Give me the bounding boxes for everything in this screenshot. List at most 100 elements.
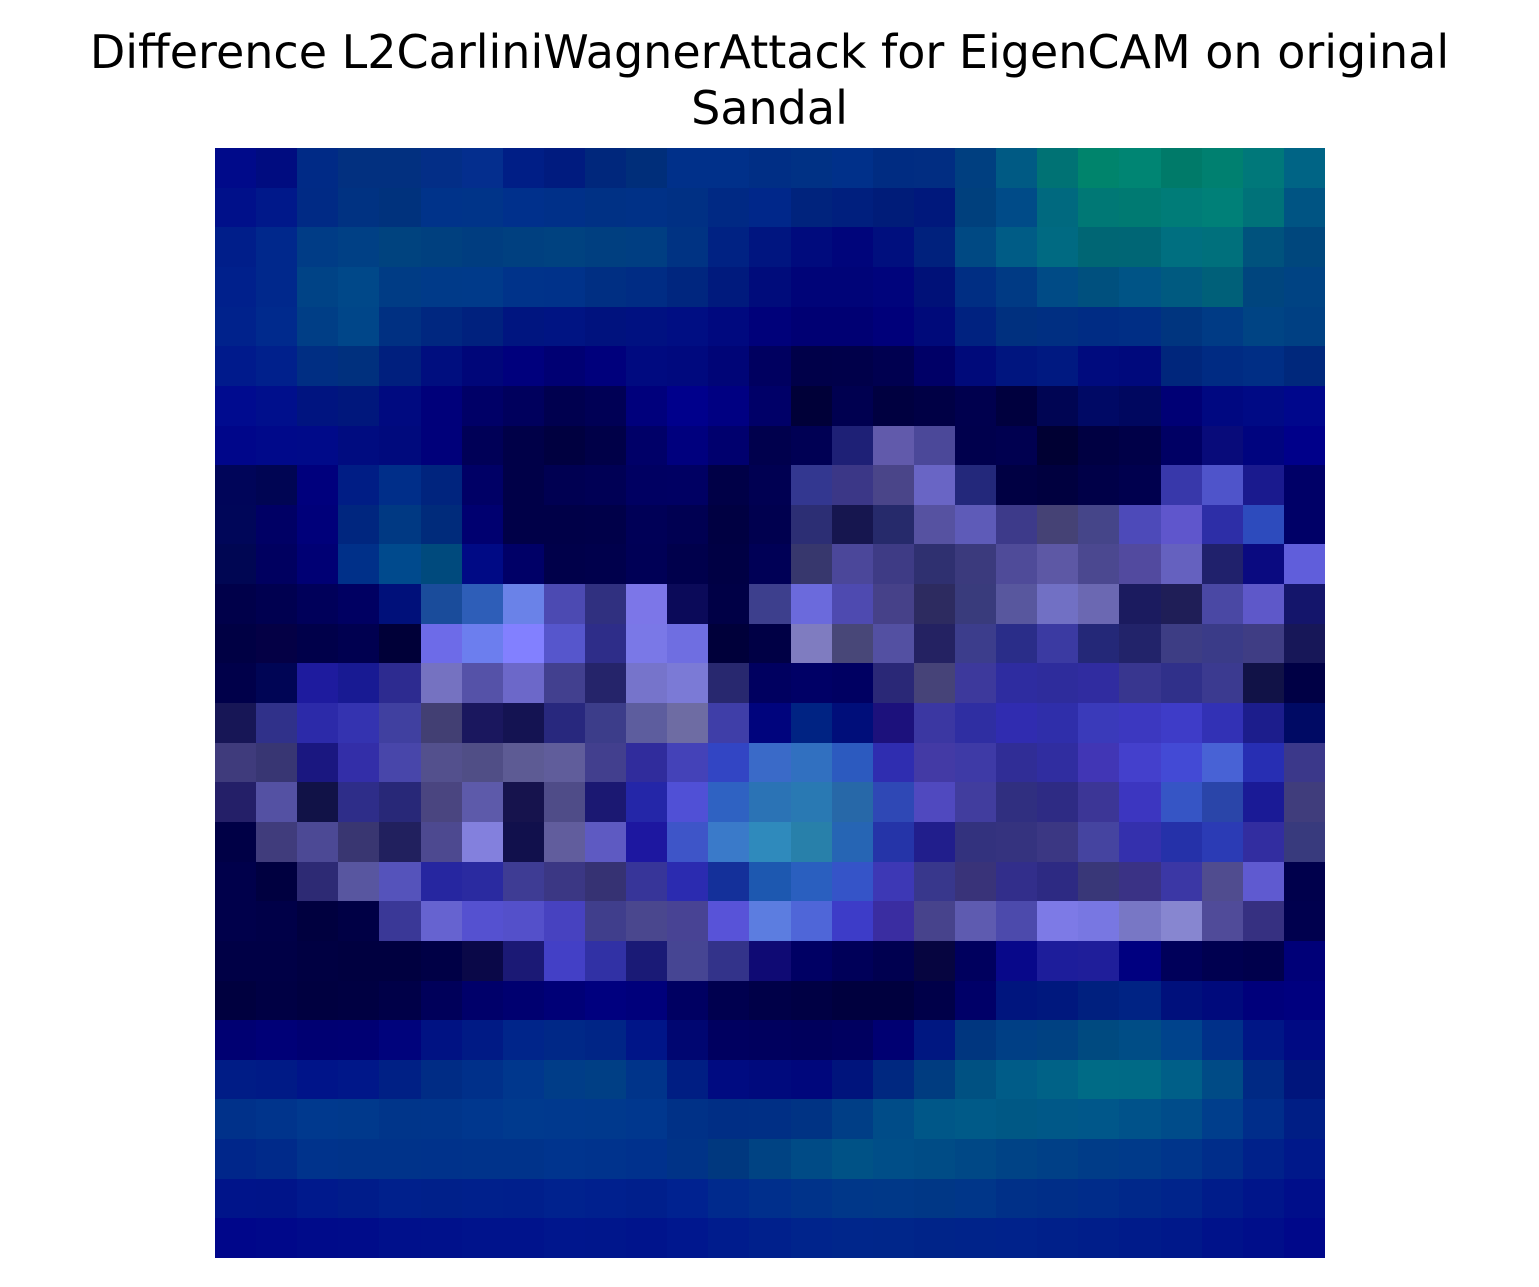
heatmap-cell-r9-c12 [708, 505, 749, 544]
heatmap-cell-r13-c23 [1161, 663, 1202, 703]
heatmap-cell-r12-c23 [1161, 624, 1202, 663]
heatmap-cell-r1-c5 [421, 188, 462, 227]
heatmap-cell-r22-c5 [421, 1020, 462, 1060]
heatmap-cell-r22-c11 [667, 1020, 708, 1060]
heatmap-cell-r4-c19 [996, 307, 1037, 346]
heatmap-cell-r26-c1 [256, 1179, 297, 1218]
heatmap-cell-r17-c12 [708, 822, 749, 862]
heatmap-cell-r22-c7 [503, 1020, 544, 1060]
heatmap-cell-r24-c5 [421, 1099, 462, 1139]
heatmap-cell-r4-c9 [585, 307, 626, 346]
heatmap-cell-r16-c15 [832, 782, 873, 822]
heatmap-cell-r4-c10 [626, 307, 667, 346]
heatmap-cell-r22-c21 [1078, 1020, 1119, 1060]
heatmap-cell-r17-c1 [256, 822, 297, 862]
heatmap-cell-r24-c21 [1078, 1099, 1119, 1139]
heatmap-cell-r1-c1 [256, 188, 297, 227]
heatmap-cell-r6-c15 [832, 386, 873, 426]
heatmap-cell-r1-c17 [914, 188, 955, 227]
heatmap-cell-r0-c18 [955, 148, 996, 188]
heatmap-cell-r14-c15 [832, 703, 873, 743]
heatmap-cell-r2-c6 [462, 227, 503, 267]
heatmap-cell-r13-c10 [626, 663, 667, 703]
heatmap-cell-r19-c8 [544, 901, 585, 941]
heatmap-cell-r0-c3 [338, 148, 379, 188]
heatmap-cell-r7-c3 [338, 426, 379, 465]
heatmap-cell-r2-c7 [503, 227, 544, 267]
heatmap-cell-r16-c19 [996, 782, 1037, 822]
heatmap-cell-r20-c19 [996, 941, 1037, 981]
heatmap-cell-r24-c0 [215, 1099, 256, 1139]
heatmap-cell-r26-c12 [708, 1179, 749, 1218]
heatmap-cell-r23-c22 [1119, 1060, 1161, 1099]
heatmap-cell-r1-c18 [955, 188, 996, 227]
heatmap-cell-r21-c3 [338, 981, 379, 1020]
heatmap-cell-r9-c5 [421, 505, 462, 544]
heatmap-cell-r11-c18 [955, 584, 996, 624]
heatmap-cell-r18-c22 [1119, 862, 1161, 901]
heatmap-cell-r7-c13 [749, 426, 791, 465]
heatmap-cell-r10-c18 [955, 544, 996, 584]
heatmap-cell-r19-c6 [462, 901, 503, 941]
heatmap-cell-r24-c24 [1202, 1099, 1243, 1139]
heatmap-cell-r12-c2 [297, 624, 338, 663]
heatmap-cell-r3-c19 [996, 267, 1037, 307]
heatmap-cell-r5-c12 [708, 346, 749, 386]
heatmap-cell-r21-c10 [626, 981, 667, 1020]
heatmap-cell-r20-c22 [1119, 941, 1161, 981]
heatmap-cell-r18-c17 [914, 862, 955, 901]
heatmap-cell-r24-c6 [462, 1099, 503, 1139]
heatmap-cell-r26-c25 [1243, 1179, 1284, 1218]
heatmap-cell-r21-c13 [749, 981, 791, 1020]
heatmap-cell-r1-c7 [503, 188, 544, 227]
heatmap-cell-r15-c0 [215, 743, 256, 782]
heatmap-cell-r11-c12 [708, 584, 749, 624]
heatmap-cell-r25-c17 [914, 1139, 955, 1179]
heatmap-cell-r24-c10 [626, 1099, 667, 1139]
heatmap-cell-r22-c17 [914, 1020, 955, 1060]
heatmap-cell-r22-c9 [585, 1020, 626, 1060]
heatmap-cell-r14-c26 [1284, 703, 1325, 743]
heatmap-cell-r6-c0 [215, 386, 256, 426]
heatmap-cell-r7-c20 [1037, 426, 1078, 465]
heatmap-cell-r0-c5 [421, 148, 462, 188]
heatmap-cell-r24-c25 [1243, 1099, 1284, 1139]
heatmap-cell-r2-c5 [421, 227, 462, 267]
heatmap-cell-r19-c9 [585, 901, 626, 941]
heatmap-cell-r27-c10 [626, 1218, 667, 1258]
heatmap-cell-r10-c20 [1037, 544, 1078, 584]
heatmap-cell-r14-c21 [1078, 703, 1119, 743]
heatmap-cell-r26-c4 [379, 1179, 421, 1218]
heatmap-cell-r4-c1 [256, 307, 297, 346]
heatmap-cell-r17-c14 [791, 822, 832, 862]
heatmap-cell-r21-c14 [791, 981, 832, 1020]
heatmap-cell-r19-c12 [708, 901, 749, 941]
heatmap-cell-r5-c15 [832, 346, 873, 386]
heatmap-cell-r11-c21 [1078, 584, 1119, 624]
heatmap-cell-r2-c2 [297, 227, 338, 267]
heatmap-cell-r3-c10 [626, 267, 667, 307]
heatmap-cell-r8-c7 [503, 465, 544, 505]
heatmap-cell-r17-c13 [749, 822, 791, 862]
heatmap-cell-r12-c19 [996, 624, 1037, 663]
heatmap-cell-r20-c13 [749, 941, 791, 981]
heatmap-cell-r2-c17 [914, 227, 955, 267]
heatmap-cell-r13-c18 [955, 663, 996, 703]
heatmap-cell-r15-c11 [667, 743, 708, 782]
heatmap-cell-r25-c12 [708, 1139, 749, 1179]
heatmap-cell-r1-c9 [585, 188, 626, 227]
heatmap-cell-r12-c13 [749, 624, 791, 663]
heatmap-cell-r3-c14 [791, 267, 832, 307]
heatmap-cell-r6-c16 [873, 386, 914, 426]
heatmap-cell-r27-c3 [338, 1218, 379, 1258]
heatmap-cell-r16-c5 [421, 782, 462, 822]
heatmap-cell-r13-c17 [914, 663, 955, 703]
heatmap-cell-r20-c1 [256, 941, 297, 981]
heatmap-cell-r3-c1 [256, 267, 297, 307]
heatmap-cell-r14-c19 [996, 703, 1037, 743]
heatmap-cell-r15-c6 [462, 743, 503, 782]
heatmap-cell-r14-c5 [421, 703, 462, 743]
heatmap-cell-r25-c4 [379, 1139, 421, 1179]
heatmap-cell-r18-c2 [297, 862, 338, 901]
heatmap-cell-r8-c8 [544, 465, 585, 505]
